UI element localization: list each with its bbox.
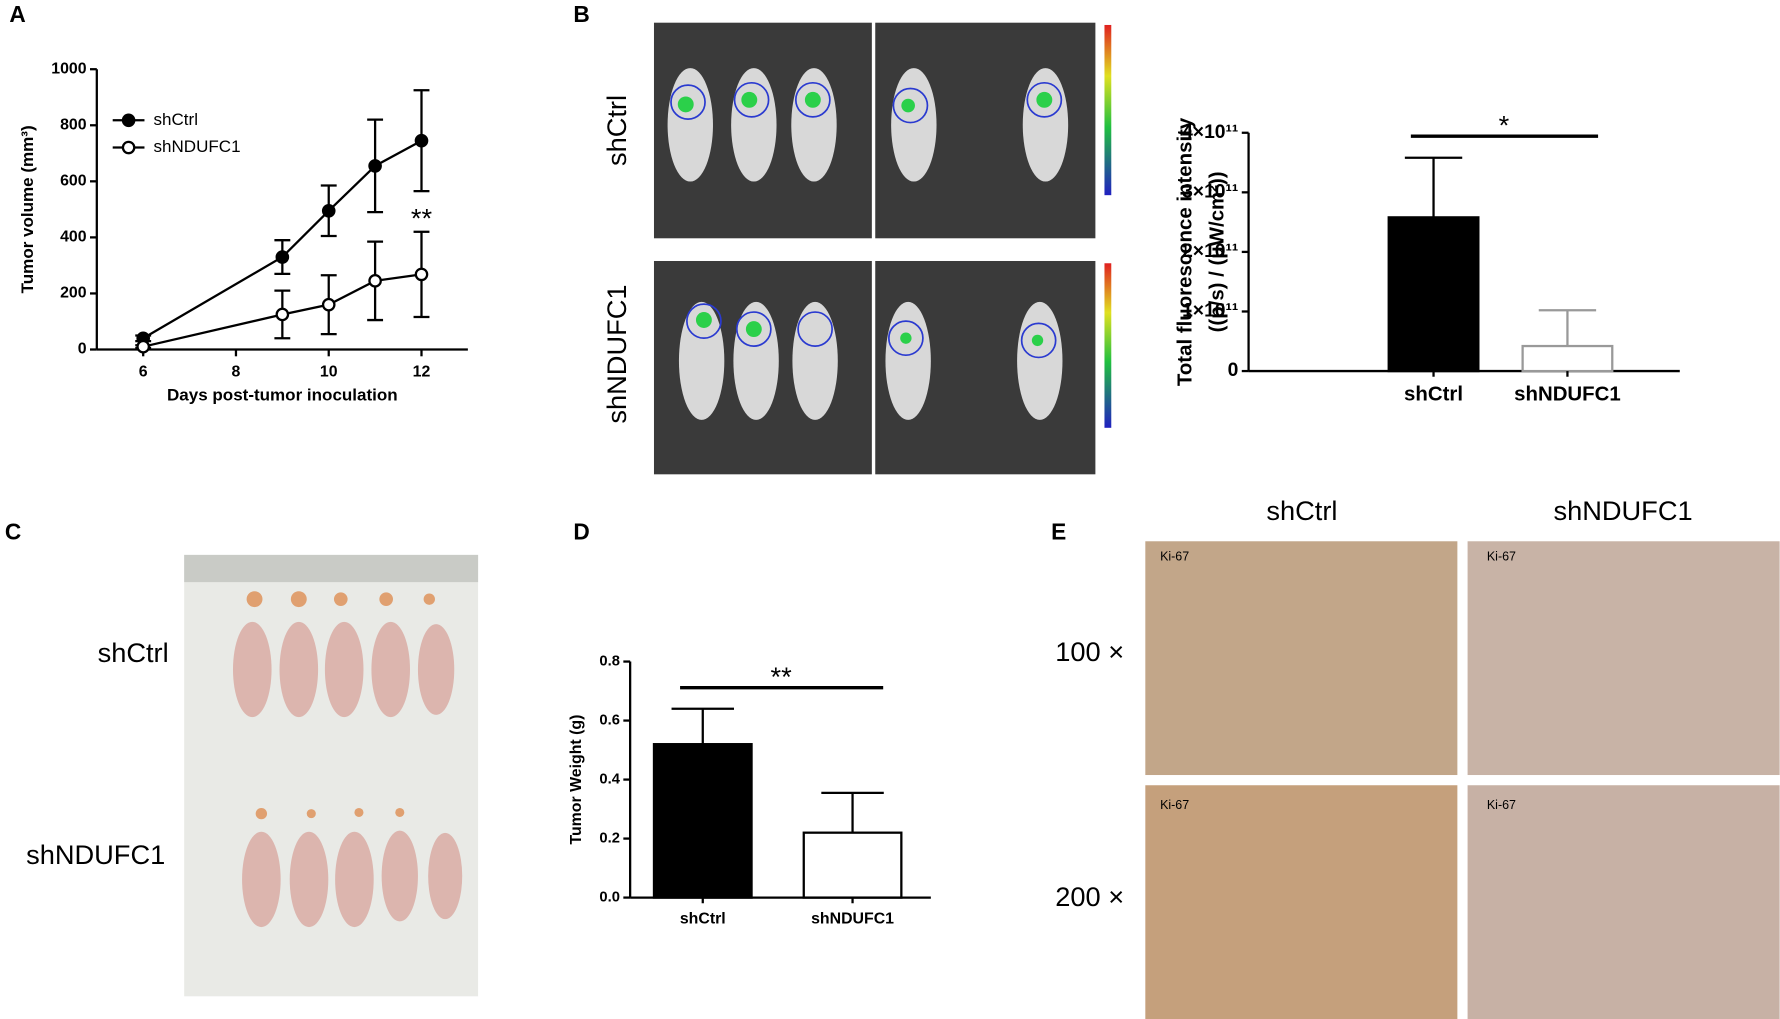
histology-panel: shCtrl shNDUFC1 100 × 200 × Ki-67 Ki-67 … [1055, 495, 1780, 1019]
x-tick-label: shNDUFC1 [811, 910, 894, 927]
legend-label: shNDUFC1 [154, 137, 241, 156]
group-label: shNDUFC1 [26, 839, 165, 870]
x-tick-label: shCtrl [1404, 383, 1463, 405]
stain-label: Ki-67 [1487, 798, 1516, 812]
x-tick-label: 6 [139, 363, 148, 380]
group-label: shCtrl [98, 637, 169, 668]
x-axis-label: Days post-tumor inoculation [167, 386, 398, 405]
marker [368, 274, 382, 288]
y-tick-label: 0.8 [599, 653, 620, 669]
imaging-panel: shCtrl shNDUFC1 [601, 22, 1112, 475]
marker [275, 307, 290, 322]
bar [1521, 344, 1614, 373]
y-axis-label: Tumor Weight (g) [568, 715, 585, 845]
y-tick-label: 400 [60, 229, 87, 246]
y-tick-label: 1000 [51, 60, 86, 77]
bar [652, 743, 753, 899]
y-axis-label: Tumor volume (mm³) [18, 125, 37, 293]
group-label: shCtrl [601, 95, 632, 166]
row-label: 200 × [1055, 881, 1124, 912]
x-tick-label: shCtrl [680, 910, 726, 927]
marker [321, 203, 336, 218]
y-tick-label: 2×10¹¹ [1182, 241, 1238, 262]
x-tick-label: 12 [413, 363, 431, 380]
stain-label: Ki-67 [1487, 549, 1516, 563]
annotation: ** [411, 203, 433, 234]
y-tick-label: 0.2 [599, 830, 620, 846]
y-tick-label: 3×10¹¹ [1182, 181, 1238, 202]
marker [321, 297, 336, 312]
y-tick-label: 1×10¹¹ [1182, 301, 1238, 322]
marker [414, 133, 429, 148]
bar [802, 831, 903, 899]
y-tick-label: 4×10¹¹ [1182, 122, 1238, 143]
stain-label: Ki-67 [1160, 798, 1189, 812]
y-tick-label: 600 [60, 173, 87, 190]
panel-label: C [5, 518, 21, 544]
y-tick-label: 200 [60, 285, 87, 302]
x-tick-label: shNDUFC1 [1514, 383, 1621, 405]
bar [1387, 216, 1480, 373]
photo-panel: shCtrl shNDUFC1 [26, 554, 479, 997]
marker [414, 267, 429, 282]
panel-label: E [1051, 518, 1066, 544]
legend-label: shCtrl [154, 110, 198, 129]
y-tick-label: 0.0 [599, 889, 620, 905]
y-tick-label: 800 [60, 116, 87, 133]
column-label: shNDUFC1 [1553, 495, 1692, 526]
y-tick-label: 0.6 [599, 712, 620, 728]
row-label: 100 × [1055, 636, 1124, 667]
y-tick-label: 0.4 [599, 771, 620, 787]
group-label: shNDUFC1 [601, 284, 632, 423]
legend-marker [121, 113, 136, 128]
marker [136, 339, 151, 354]
panel-label: A [9, 1, 25, 27]
stain-label: Ki-67 [1160, 549, 1189, 563]
legend-marker [121, 140, 136, 155]
panel-label: B [573, 1, 589, 27]
x-tick-label: 10 [320, 363, 338, 380]
marker [275, 250, 290, 264]
x-tick-label: 8 [232, 363, 241, 380]
y-axis-label: Total fluorescence intensity [1175, 117, 1197, 386]
annotation: * [1499, 109, 1510, 140]
y-tick-label: 0 [78, 341, 87, 358]
panel-label: D [573, 518, 589, 544]
y-tick-label: 0 [1228, 360, 1239, 381]
annotation: ** [770, 661, 792, 692]
y-axis-label: ((p/s) / (μW/cm²)) [1206, 171, 1228, 332]
marker [368, 159, 382, 173]
column-label: shCtrl [1266, 495, 1337, 526]
